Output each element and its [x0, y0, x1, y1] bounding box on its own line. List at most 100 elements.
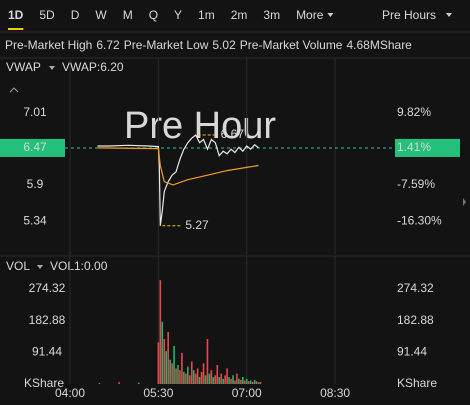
volume-bar: [255, 381, 258, 384]
info-label: Pre-Market Volume: [240, 38, 343, 52]
volume-bar: [259, 381, 262, 384]
y2-tick-label: 1.41%: [397, 140, 431, 154]
volume-bar: [224, 375, 226, 384]
volume-bar: [161, 321, 164, 384]
annotation: 5.27: [185, 218, 209, 232]
y2-tick-label: -16.30%: [397, 213, 442, 227]
annotation: 6.67: [221, 127, 245, 141]
tab[interactable]: W: [95, 8, 107, 22]
volume-bar: [236, 373, 238, 384]
current-percent-box: [395, 138, 460, 157]
indicator-name[interactable]: VOL: [6, 259, 30, 273]
y2-tick-label: 274.32: [397, 281, 434, 295]
indicator-name[interactable]: VWAP: [6, 60, 41, 74]
y-tick-label: 5.34: [23, 213, 47, 227]
volume-bar: [190, 361, 193, 384]
dropdown-arrow: [446, 13, 452, 17]
dropdown-arrow: [327, 13, 334, 17]
volume-bar: [202, 363, 205, 384]
volume-bar: [196, 368, 199, 384]
tab[interactable]: Q: [149, 8, 158, 22]
volume-bar: [165, 351, 168, 384]
tab[interactable]: 1m: [198, 8, 215, 22]
volume-bar: [200, 371, 203, 384]
volume-bar: [204, 375, 207, 384]
info-value: 5.02: [212, 38, 236, 52]
volume-bar: [181, 352, 183, 384]
indicator-value: VWAP:6.20: [62, 60, 124, 74]
y-tick-label: 91.44: [32, 345, 62, 359]
volume-bar: [137, 382, 140, 384]
indicator-value: VOL1:0.00: [50, 259, 108, 273]
volume-bar: [194, 373, 197, 384]
tab[interactable]: 2m: [231, 8, 248, 22]
volume-bar: [245, 378, 248, 384]
y-tick-label: 5.9: [27, 177, 44, 191]
side-handle[interactable]: [463, 198, 466, 206]
collapse-icon[interactable]: [9, 87, 19, 93]
tab[interactable]: More: [296, 8, 324, 22]
tab[interactable]: 1D: [8, 8, 24, 22]
volume-bar: [243, 380, 246, 384]
dropdown-arrow: [37, 265, 43, 269]
volume-bar: [208, 373, 211, 384]
volume-bar: [253, 379, 256, 384]
x-tick-label: 08:30: [320, 386, 350, 400]
volume-bar: [185, 373, 187, 384]
volume-bar: [234, 380, 236, 384]
y-tick-label: 7.01: [23, 105, 47, 119]
x-tick-label: 04:00: [55, 386, 85, 400]
info-value: 4.68MShare: [346, 38, 412, 52]
volume-bar: [167, 332, 169, 384]
volume-bar: [173, 345, 175, 384]
volume-bar: [251, 381, 254, 384]
y2-tick-label: 91.44: [397, 345, 427, 359]
volume-bar: [159, 280, 162, 384]
x-tick-label: 07:00: [232, 386, 262, 400]
volume-bar: [163, 339, 166, 384]
tab[interactable]: 3m: [263, 8, 280, 22]
info-label: Pre-Market Low: [124, 38, 209, 52]
tab[interactable]: D: [71, 8, 80, 22]
volume-bar: [206, 339, 209, 384]
dropdown-arrow: [49, 66, 55, 70]
volume-bar: [198, 377, 201, 384]
volume-bar: [177, 364, 179, 384]
current-price-box: [0, 138, 65, 157]
tab[interactable]: Y: [174, 8, 182, 22]
y2-tick-label: KShare: [397, 376, 437, 390]
volume-bar: [175, 368, 177, 384]
volume-bar: [183, 371, 185, 384]
tab[interactable]: M: [123, 8, 133, 22]
volume-bar: [232, 375, 234, 384]
volume-bar: [98, 382, 101, 384]
x-tick-label: 05:30: [143, 386, 173, 400]
y-tick-label: 182.88: [29, 313, 66, 327]
volume-bar: [118, 382, 120, 384]
volume-bar: [222, 378, 224, 384]
y-tick-label: KShare: [24, 376, 64, 390]
line-0: [97, 134, 259, 226]
tab[interactable]: 5D: [39, 8, 55, 22]
y-tick-label: 274.32: [29, 281, 66, 295]
volume-bar: [212, 377, 215, 384]
volume-bar: [187, 366, 189, 384]
line-1: [97, 147, 259, 186]
session-select[interactable]: Pre Hours: [382, 8, 436, 22]
volume-bar: [240, 379, 242, 384]
volume-bar: [247, 381, 250, 384]
volume-bar: [238, 378, 240, 384]
info-value: 6.72: [96, 38, 120, 52]
volume-bar: [216, 364, 219, 384]
volume-bar: [179, 370, 181, 384]
volume-bar: [188, 375, 191, 384]
volume-bar: [228, 377, 230, 384]
watermark: Pre Hour: [124, 105, 276, 147]
volume-bar: [171, 363, 173, 384]
volume-bar: [220, 373, 222, 384]
volume-bar: [210, 370, 213, 384]
volume-bar: [257, 382, 260, 384]
tab-underline: [8, 28, 24, 30]
y2-tick-label: 182.88: [397, 313, 434, 327]
